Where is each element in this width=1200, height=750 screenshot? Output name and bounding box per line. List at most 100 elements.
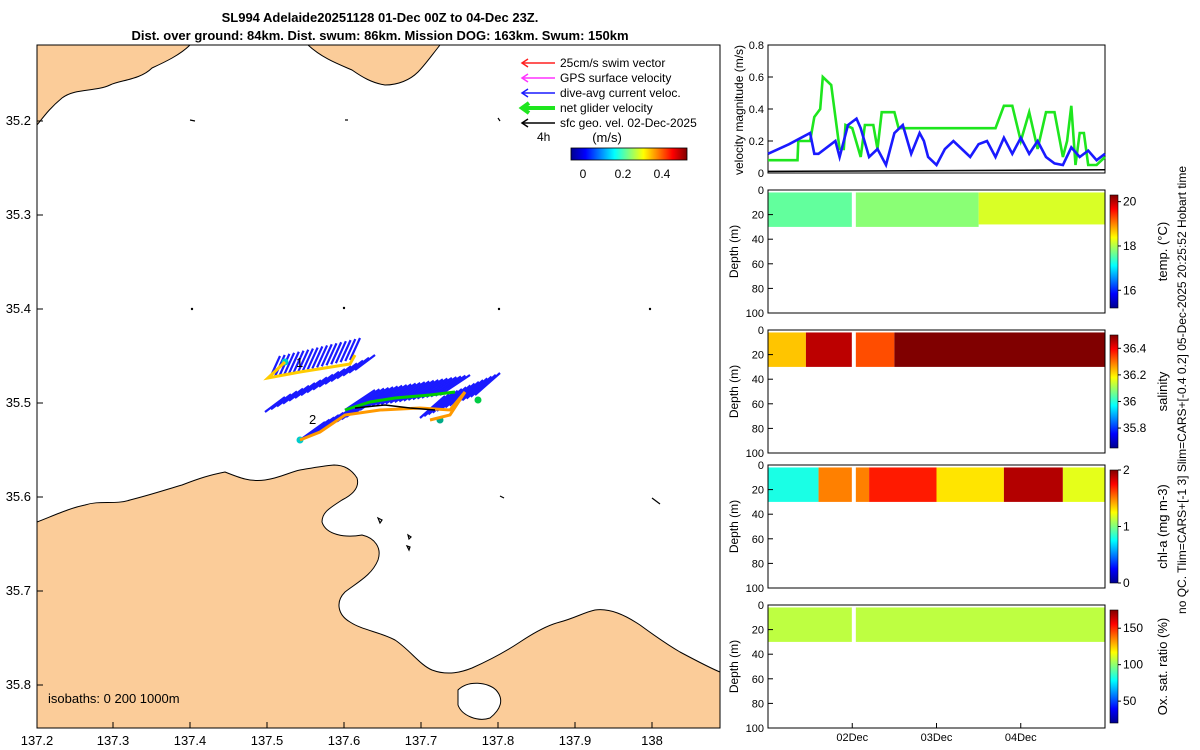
land-islet-4 xyxy=(651,497,661,505)
section-y-tick-label: 100 xyxy=(746,448,764,460)
current-vector xyxy=(297,349,310,373)
current-vector xyxy=(380,383,412,406)
land-top-left xyxy=(36,44,192,127)
marker-dot-4 xyxy=(648,307,652,311)
section-cell xyxy=(978,192,1105,225)
track-endpoint xyxy=(474,396,482,404)
section-y-tick-label: 60 xyxy=(752,534,764,546)
section-panel-4: 0 20 40 60 80 100 Depth (m) 50 100 150 Ox. sat. ra… xyxy=(727,600,1170,735)
section-y-tick-label: 100 xyxy=(746,583,764,595)
current-vector xyxy=(465,375,493,400)
velocity-y-tick-label: 0.8 xyxy=(749,40,764,52)
velocity-y-tick-label: 0.2 xyxy=(749,136,764,148)
current-vector xyxy=(294,382,316,399)
current-vector xyxy=(325,342,338,366)
current-vector xyxy=(436,388,463,412)
section-y-tick-label: 80 xyxy=(752,283,764,295)
track-segment-a xyxy=(263,354,357,381)
isobaths-note: isobaths: 0 200 1000m xyxy=(48,691,180,706)
legend-gps-velocity: GPS surface velocity xyxy=(520,71,671,85)
current-vector xyxy=(474,372,501,396)
current-vector xyxy=(300,379,322,397)
colorbar-tick-0: 0 xyxy=(580,167,587,181)
land-island xyxy=(457,682,502,720)
section-y-tick-label: 80 xyxy=(752,423,764,435)
colorbar-tick-1: 0.2 xyxy=(615,167,632,181)
legend-dive-avg-arrow xyxy=(520,88,529,98)
section-y-tick-label: 0 xyxy=(758,325,764,337)
section-cell xyxy=(1062,467,1105,502)
legend-swim-vector-arrow xyxy=(520,58,529,68)
current-vector xyxy=(419,395,446,419)
land-islet-6 xyxy=(189,119,196,122)
section-y-tick-label: 40 xyxy=(752,509,764,521)
section-data-gap xyxy=(851,190,856,235)
colorbar-tick-2: 0.4 xyxy=(654,167,671,181)
section-cell xyxy=(768,607,1105,642)
section-cell xyxy=(852,332,895,367)
current-vector xyxy=(287,351,300,375)
map-y-tick-label: 35.5 xyxy=(6,395,31,410)
current-vector xyxy=(292,350,305,374)
map-y-tick-label: 35.6 xyxy=(6,489,31,504)
section-y-tick-label: 20 xyxy=(752,485,764,497)
current-vector xyxy=(312,373,334,391)
colorbar-tick-label: 100 xyxy=(1123,658,1143,672)
velocity-series xyxy=(767,74,1106,173)
legend-net-glider-arrow xyxy=(518,101,531,115)
section-y-label: Depth (m) xyxy=(727,225,741,278)
map-x-tick-label: 137.3 xyxy=(97,733,130,748)
current-vector xyxy=(389,381,421,404)
current-vector xyxy=(276,390,298,408)
map-panel: 1 2 137.2 137.3 137.4 137.5 137.6 137.7 137.8 1… xyxy=(6,44,721,748)
velocity-frame xyxy=(767,44,1106,174)
velocity-y-label: velocity magnitude (m/s) xyxy=(732,45,746,175)
map-frame xyxy=(36,44,721,729)
colorbar-tick-label: 50 xyxy=(1123,694,1137,708)
map-y-tick-label: 35.4 xyxy=(6,301,31,316)
section-panel-3: 0 20 40 60 80 100 Depth (m) 0 1 2 chl-a (mg m-3) xyxy=(727,460,1170,595)
figure-title-line-2: Dist. over ground: 84km. Dist. swum: 86k… xyxy=(131,28,629,43)
map-y-axis: 35.2 35.3 35.4 35.5 35.6 35.7 35.8 xyxy=(6,113,43,692)
section-y-tick-label: 100 xyxy=(746,308,764,320)
legend-sfc-geo-label: sfc geo. vel. 02-Dec-2025 xyxy=(560,116,697,130)
velocity-y-tick-label: 0 xyxy=(758,168,764,180)
current-vector xyxy=(288,384,310,402)
colorbar-tick-label: 36.2 xyxy=(1123,368,1147,382)
current-vector xyxy=(320,343,333,367)
legend-swim-vector-label: 25cm/s swim vector xyxy=(560,56,665,70)
current-vector xyxy=(301,348,314,372)
land-islet-3 xyxy=(405,544,411,552)
current-vector xyxy=(385,382,417,405)
colorbar-label: chl-a (mg m-3) xyxy=(1155,484,1170,569)
section-cell xyxy=(768,192,853,227)
current-vector xyxy=(282,387,304,405)
current-vector xyxy=(427,391,455,416)
velocity-y-tick-label: 0.6 xyxy=(749,72,764,84)
section-y-tick-label: 0 xyxy=(758,600,764,612)
marker-dot-3 xyxy=(497,307,501,311)
map-y-tick-label: 35.2 xyxy=(6,113,31,128)
section-cell xyxy=(869,467,937,502)
colorbar-tick-label: 0 xyxy=(1123,576,1130,590)
section-y-label: Depth (m) xyxy=(727,640,741,693)
section-cell xyxy=(768,332,806,367)
velocity-series-line-1 xyxy=(767,116,1106,169)
colorbar-label: temp. (°C) xyxy=(1155,222,1170,281)
colorbar-tick-label: 36 xyxy=(1123,394,1137,408)
section-y-tick-label: 40 xyxy=(752,649,764,661)
section-colorbar xyxy=(1109,469,1119,584)
section-cell xyxy=(805,332,853,367)
marker-dot-2 xyxy=(342,306,346,310)
section-y-tick-label: 40 xyxy=(752,374,764,386)
map-x-tick-label: 137.9 xyxy=(559,733,592,748)
section-data-gap xyxy=(851,465,856,510)
section-frame xyxy=(767,464,1106,589)
map-legend: 25cm/s swim vector GPS surface velocity … xyxy=(518,56,697,181)
time-tick-label: 03Dec xyxy=(921,732,953,744)
section-cell xyxy=(818,467,870,502)
colorbar-label: salinity xyxy=(1155,371,1170,411)
map-x-axis: 137.2 137.3 137.4 137.5 137.6 137.7 137.8 137.9… xyxy=(21,722,663,748)
section-y-tick-label: 20 xyxy=(752,625,764,637)
